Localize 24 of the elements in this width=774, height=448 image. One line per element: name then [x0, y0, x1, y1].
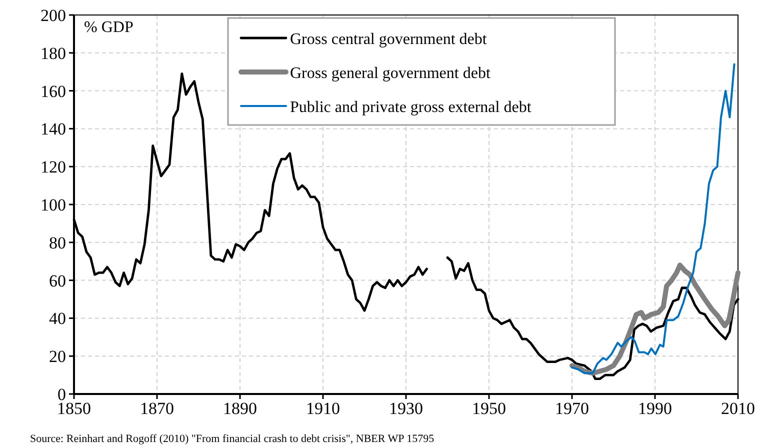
legend-label: Public and private gross external debt: [290, 99, 532, 116]
y-tick-label: 40: [49, 309, 66, 328]
y-tick-label: 80: [49, 233, 66, 252]
x-tick-label: 1990: [638, 399, 672, 418]
legend-label: Gross central government debt: [290, 31, 488, 48]
source-note: Source: Reinhart and Rogoff (2010) "From financial crash to debt crisis", NBER WP 15795: [30, 433, 435, 445]
line-series: [571, 63, 736, 374]
x-tick-label: 1870: [140, 399, 174, 418]
x-tick-label: 1930: [389, 399, 423, 418]
y-tick-label: 120: [40, 158, 66, 177]
x-tick-label: 1910: [306, 399, 340, 418]
y-axis-title: % GDP: [84, 19, 134, 36]
y-tick-label: 200: [40, 6, 66, 25]
y-tick-label: 60: [49, 271, 66, 290]
y-tick-label: 20: [49, 347, 66, 366]
y-tick-label: 140: [40, 120, 66, 139]
y-tick-label: 180: [40, 44, 66, 63]
x-tick-label: 2010: [721, 399, 755, 418]
y-tick-label: 100: [40, 196, 66, 214]
x-tick-label: 1970: [555, 399, 589, 418]
legend-label: Gross general government debt: [290, 65, 491, 82]
x-tick-label: 1950: [472, 399, 506, 418]
y-tick-label: 160: [40, 82, 66, 101]
x-tick-label: 1890: [223, 399, 257, 418]
